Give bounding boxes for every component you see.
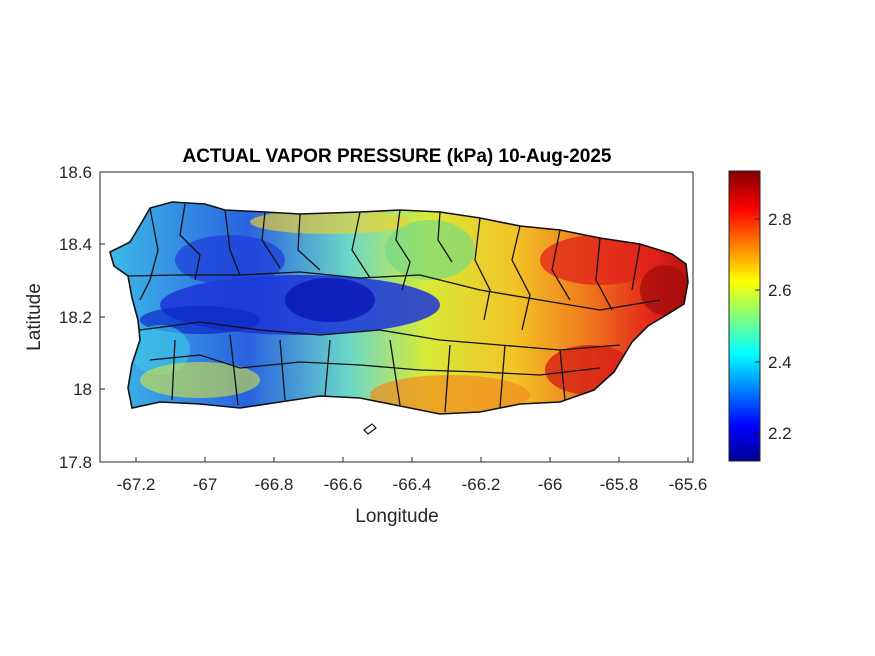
y-tick-label: 17.8 — [59, 453, 92, 472]
y-axis — [100, 171, 105, 463]
x-tick-label: -66.2 — [462, 475, 501, 494]
offshore-island — [363, 423, 377, 435]
x-tick-label: -67 — [193, 475, 218, 494]
y-tick-label: 18.2 — [59, 308, 92, 327]
colorbar-tick-label: 2.8 — [768, 210, 792, 229]
x-tick-label: -65.8 — [600, 475, 639, 494]
x-axis-label: Longitude — [355, 506, 438, 527]
colorbar-tick-label: 2.2 — [768, 424, 792, 443]
y-tick-label: 18.4 — [59, 235, 92, 254]
coastline — [109, 201, 689, 415]
x-tick-label: -66 — [538, 475, 563, 494]
y-tick-label: 18.6 — [59, 163, 92, 182]
x-tick-label: -67.2 — [117, 475, 156, 494]
x-tick-label: -66.8 — [255, 475, 294, 494]
y-axis-label: Latitude — [24, 283, 45, 351]
colorbar — [728, 170, 761, 462]
x-tick-label: -66.4 — [393, 475, 432, 494]
x-tick-label: -65.6 — [669, 475, 708, 494]
y-tick-label: 18 — [73, 380, 92, 399]
x-tick-label: -66.6 — [324, 475, 363, 494]
chart-title: ACTUAL VAPOR PRESSURE (kPa) 10-Aug-2025 — [182, 146, 611, 167]
colorbar-ticks — [755, 218, 760, 434]
colorbar-tick-label: 2.4 — [768, 353, 792, 372]
x-axis — [135, 457, 689, 462]
colorbar-tick-label: 2.6 — [768, 281, 792, 300]
vapor-pressure-field — [110, 202, 688, 414]
